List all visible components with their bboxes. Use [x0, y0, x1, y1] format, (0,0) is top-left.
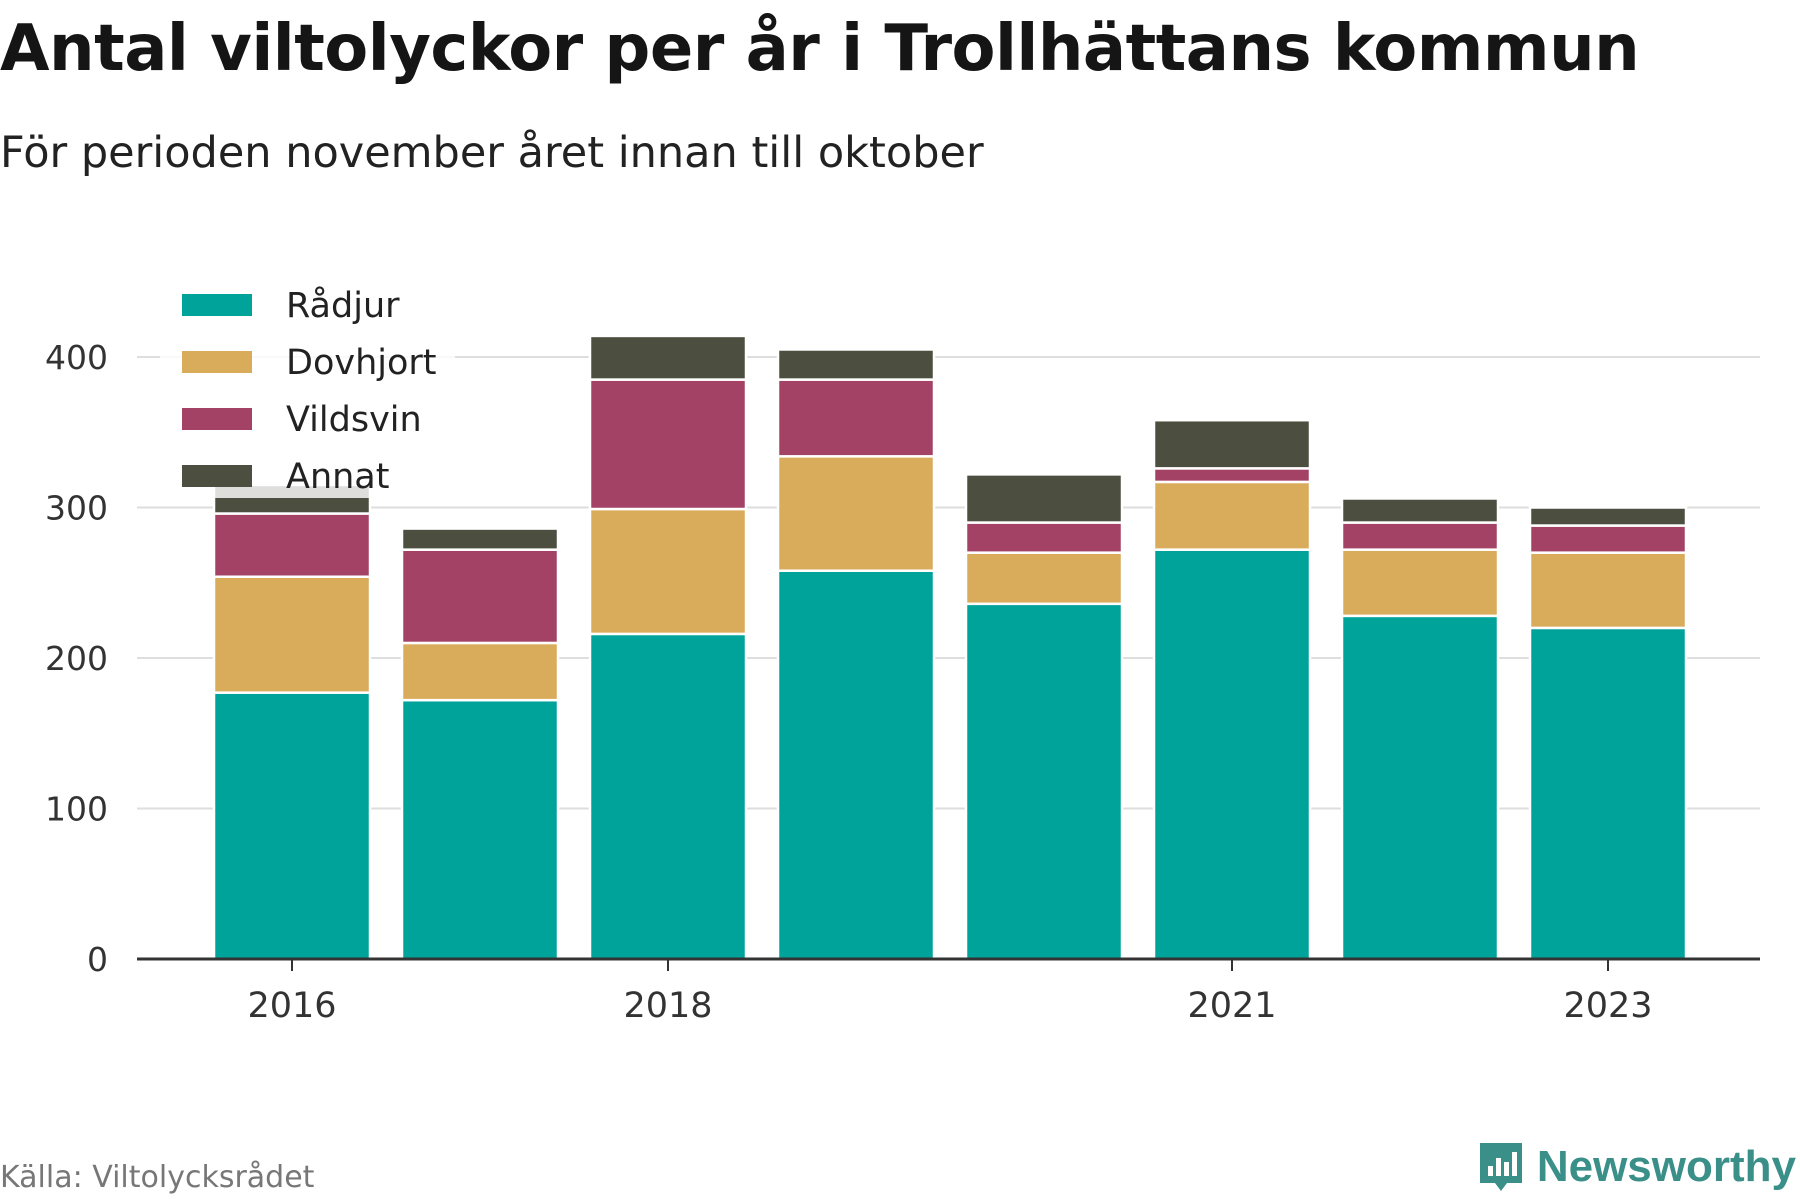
y-tick-label: 200 — [45, 639, 108, 678]
newsworthy-logo-icon — [1479, 1143, 1522, 1191]
bar-segment-vildsvin-2019 — [776, 378, 936, 458]
bar-segment-rådjur-2022 — [1340, 614, 1500, 961]
bar-segment-vildsvin-2020 — [964, 521, 1124, 554]
legend-swatch-dovhjort — [182, 351, 252, 373]
x-tick-label: 2021 — [1187, 986, 1276, 1026]
legend-swatch-vildsvin — [182, 408, 252, 430]
bar-segment-rådjur-2016 — [212, 691, 372, 961]
legend-swatch-annat — [182, 465, 252, 487]
bar-segment-dovhjort-2019 — [776, 455, 936, 572]
bar-segment-dovhjort-2021 — [1152, 480, 1312, 551]
bar-segment-vildsvin-2016 — [212, 512, 372, 578]
bar-segment-vildsvin-2022 — [1340, 521, 1500, 551]
bar-segment-dovhjort-2016 — [212, 575, 372, 694]
brand-name: Newsworthy — [1536, 1142, 1796, 1191]
chart-title: Antal viltolyckor per år i Trollhättans … — [0, 12, 1640, 86]
bar-segment-rådjur-2017 — [400, 698, 560, 961]
x-tick-label: 2016 — [247, 986, 336, 1026]
legend-label-rådjur: Rådjur — [286, 285, 400, 326]
source-note: Källa: Viltolycksrådet — [0, 1160, 315, 1195]
bar-segment-vildsvin-2023 — [1528, 524, 1688, 554]
bar-segment-dovhjort-2022 — [1340, 548, 1500, 618]
bar-segment-annat-2018 — [588, 334, 748, 381]
bar-segment-dovhjort-2018 — [588, 507, 748, 636]
bar-segment-dovhjort-2017 — [400, 641, 560, 702]
bar-segment-annat-2023 — [1528, 506, 1688, 527]
bar-segment-vildsvin-2017 — [400, 548, 560, 645]
stacked-bar-chart: 0 100 200 300 400 Rådjur Dovhjort Vildsvin Annat… — [45, 285, 1760, 1026]
bar-segment-vildsvin-2018 — [588, 378, 748, 511]
bar-segment-rådjur-2020 — [964, 602, 1124, 961]
bar-segment-rådjur-2019 — [776, 569, 936, 961]
bar-segment-dovhjort-2020 — [964, 551, 1124, 606]
bar-segment-rådjur-2021 — [1152, 548, 1312, 961]
y-tick-label: 400 — [45, 338, 108, 377]
chart-subtitle: För perioden november året innan till ok… — [0, 128, 984, 178]
brand-logo: Newsworthy — [1477, 1140, 1796, 1194]
x-tick-label: 2018 — [623, 986, 712, 1026]
bar-segment-annat-2020 — [964, 473, 1124, 524]
legend-swatch-rådjur — [182, 294, 252, 316]
legend-label-vildsvin: Vildsvin — [286, 400, 422, 440]
legend-label-annat: Annat — [286, 457, 389, 497]
x-tick-label: 2023 — [1563, 986, 1652, 1026]
y-tick-label: 300 — [45, 489, 108, 528]
bar-segment-annat-2019 — [776, 348, 936, 381]
bar-segment-rådjur-2018 — [588, 632, 748, 961]
bar-segment-rådjur-2023 — [1528, 626, 1688, 961]
bar-segment-dovhjort-2023 — [1528, 551, 1688, 630]
y-tick-label: 100 — [45, 790, 108, 829]
bar-segment-annat-2022 — [1340, 497, 1500, 524]
bar-segment-annat-2017 — [400, 527, 560, 551]
legend-label-dovhjort: Dovhjort — [286, 343, 437, 383]
bar-segment-annat-2021 — [1152, 418, 1312, 470]
y-tick-label: 0 — [87, 940, 108, 979]
bar-segment-vildsvin-2021 — [1152, 467, 1312, 484]
